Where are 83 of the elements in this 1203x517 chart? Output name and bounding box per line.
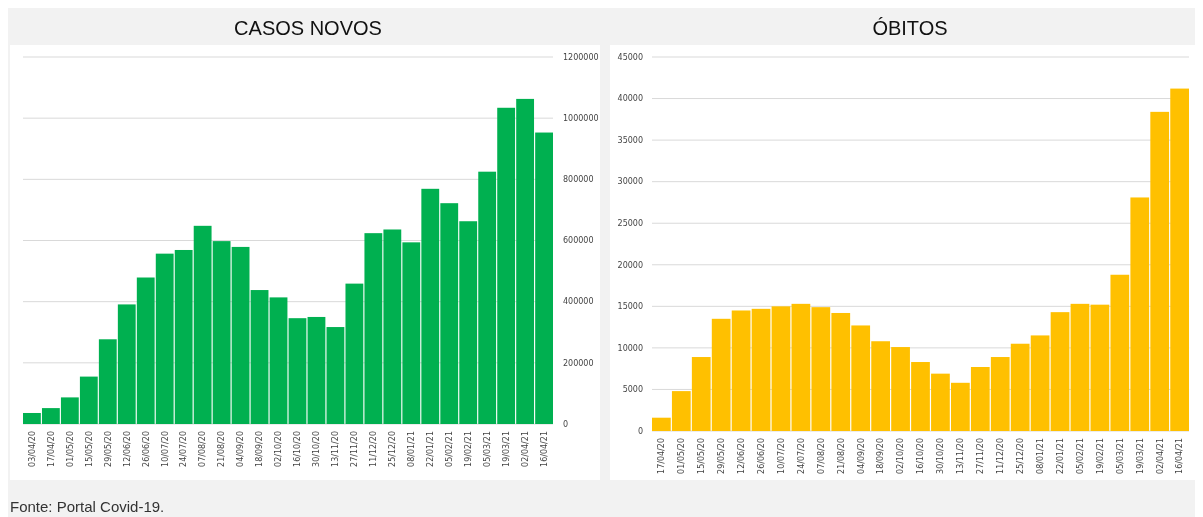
x-tick-label: 12/06/20: [122, 431, 132, 467]
x-tick-label: 08/01/21: [1035, 438, 1045, 474]
x-tick-label: 22/01/21: [426, 431, 436, 467]
x-tick-label: 18/09/20: [255, 431, 265, 467]
bar: [250, 290, 269, 424]
x-tick-label: 05/02/21: [445, 431, 455, 467]
x-tick-label: 21/08/20: [836, 438, 846, 474]
x-tick-label: 29/05/20: [103, 431, 113, 467]
x-tick-label: 18/09/20: [876, 438, 886, 474]
x-tick-label: 01/05/20: [65, 431, 75, 467]
y2-tick-label: 400000: [563, 297, 594, 307]
bar: [288, 318, 307, 424]
y-tick-label: 25000: [617, 219, 643, 229]
y-tick-label: 40000: [617, 94, 643, 104]
x-tick-label: 19/02/21: [1095, 438, 1105, 474]
x-tick-label: 30/10/20: [312, 431, 322, 467]
x-tick-label: 04/09/20: [856, 438, 866, 474]
bar: [751, 308, 771, 431]
x-tick-label: 30/10/20: [936, 438, 946, 474]
x-tick-label: 19/03/21: [1135, 438, 1145, 474]
x-tick-label: 24/07/20: [179, 431, 189, 467]
x-tick-label: 10/07/20: [776, 438, 786, 474]
x-tick-label: 03/04/20: [27, 431, 37, 467]
y-tick-label: 35000: [617, 135, 643, 145]
y2-tick-label: 600000: [563, 236, 594, 246]
y2-tick-label: 800000: [563, 175, 594, 185]
x-tick-label: 25/12/20: [388, 431, 398, 467]
x-tick-label: 13/11/20: [331, 431, 341, 467]
x-tick-label: 25/12/20: [1015, 438, 1025, 474]
y2-tick-label: 200000: [563, 358, 594, 368]
y-tick-label: 10000: [617, 343, 643, 353]
source-note: Fonte: Portal Covid-19.: [10, 498, 165, 515]
bar: [771, 306, 791, 431]
x-tick-label: 12/06/20: [736, 438, 746, 474]
y-tick-label: 0: [637, 426, 643, 436]
x-tick-label: 26/06/20: [141, 431, 151, 467]
y-tick-label: 5000: [622, 385, 643, 395]
x-tick-label: 02/04/21: [1155, 438, 1165, 474]
x-tick-label: 05/03/21: [482, 431, 492, 467]
x-tick-label: 01/05/20: [677, 438, 687, 474]
x-tick-label: 22/01/21: [1055, 438, 1065, 474]
x-tick-label: 27/11/20: [976, 438, 986, 474]
x-tick-label: 17/04/20: [46, 431, 56, 467]
x-tick-label: 02/10/20: [274, 431, 284, 467]
x-tick-label: 21/08/20: [217, 431, 227, 467]
y-tick-label: 20000: [617, 260, 643, 270]
x-tick-label: 05/02/21: [1075, 438, 1085, 474]
x-tick-label: 04/09/20: [236, 431, 246, 467]
bar: [307, 316, 326, 424]
bar: [1070, 303, 1090, 431]
x-tick-label: 17/04/20: [657, 438, 667, 474]
x-tick-label: 02/10/20: [896, 438, 906, 474]
x-tick-label: 07/08/20: [198, 431, 208, 467]
x-tick-label: 26/06/20: [756, 438, 766, 474]
x-tick-label: 15/05/20: [84, 431, 94, 467]
x-tick-label: 07/08/20: [816, 438, 826, 474]
x-tick-label: 05/03/21: [1115, 438, 1125, 474]
y2-tick-label: 1200000: [563, 52, 599, 62]
y-tick-label: 45000: [617, 52, 643, 62]
x-tick-label: 16/04/21: [1175, 438, 1185, 474]
x-tick-label: 11/12/20: [996, 438, 1006, 474]
x-tick-label: 16/10/20: [916, 438, 926, 474]
bar: [1050, 312, 1070, 431]
x-tick-label: 15/05/20: [697, 438, 707, 474]
y2-tick-label: 1000000: [563, 113, 599, 123]
x-tick-label: 24/07/20: [796, 438, 806, 474]
x-tick-label: 19/02/21: [464, 431, 474, 467]
x-tick-label: 16/10/20: [293, 431, 303, 467]
x-tick-label: 27/11/20: [350, 431, 360, 467]
chart-title: ÓBITOS: [872, 17, 948, 39]
x-tick-label: 08/01/21: [407, 431, 417, 467]
bar: [269, 297, 288, 424]
x-tick-label: 29/05/20: [716, 438, 726, 474]
x-tick-label: 11/12/20: [369, 431, 379, 467]
y-tick-label: 30000: [617, 177, 643, 187]
chart-title: CASOS NOVOS: [234, 17, 382, 39]
x-tick-label: 02/04/21: [520, 431, 530, 467]
x-tick-label: 13/11/20: [956, 438, 966, 474]
x-tick-label: 16/04/21: [539, 431, 549, 467]
x-tick-label: 10/07/20: [160, 431, 170, 467]
y-tick-label: 15000: [617, 302, 643, 312]
x-tick-label: 19/03/21: [501, 431, 511, 467]
y2-tick-label: 0: [563, 419, 569, 429]
